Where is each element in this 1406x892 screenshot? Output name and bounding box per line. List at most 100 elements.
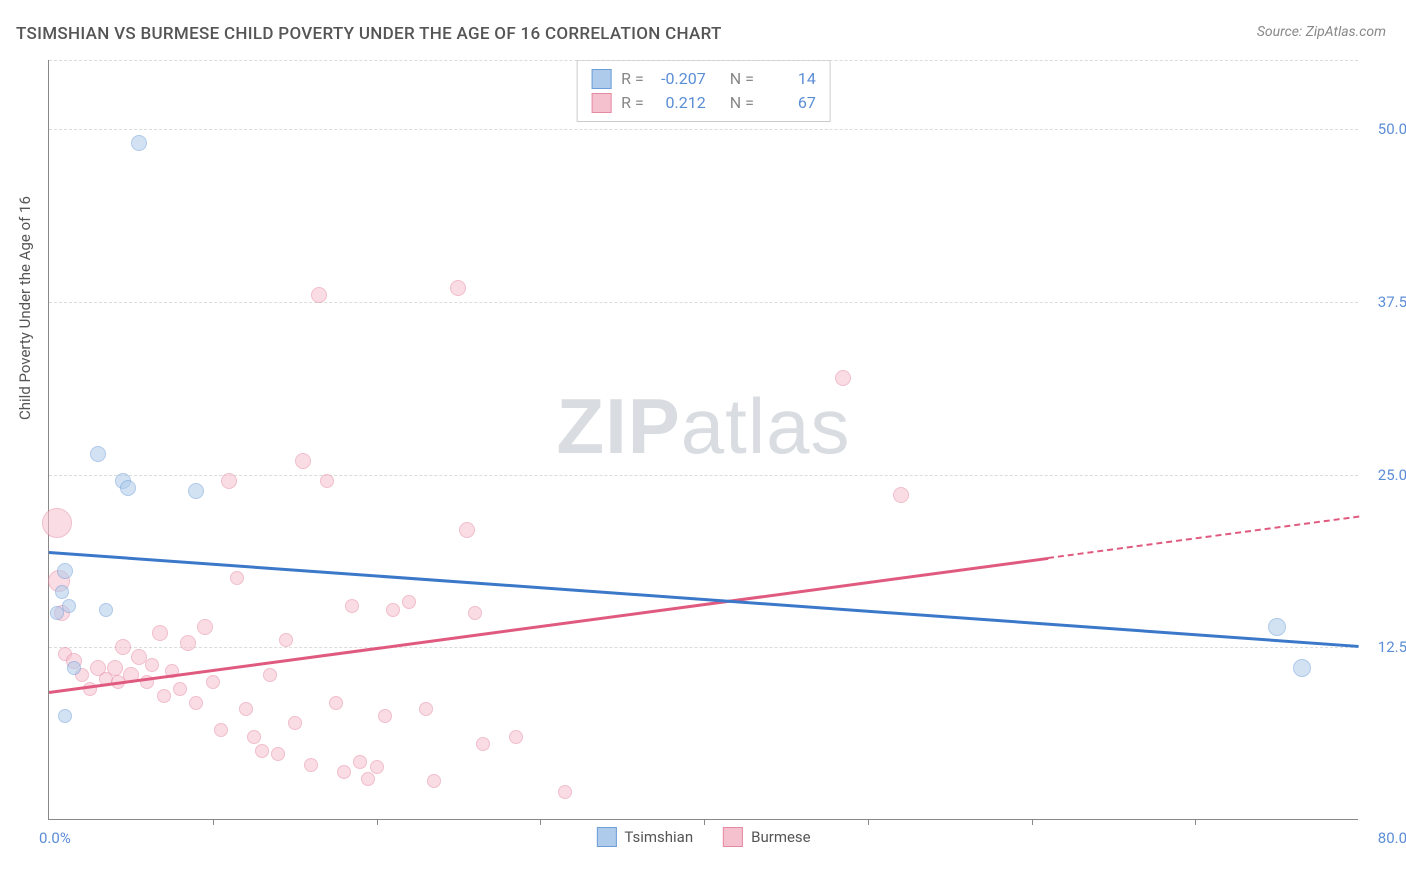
watermark-atlas: atlas: [681, 381, 851, 469]
data-point: [57, 563, 73, 579]
data-point: [230, 571, 244, 585]
data-point: [189, 696, 203, 710]
y-axis-label: Child Poverty Under the Age of 16: [16, 196, 34, 420]
swatch-burmese: [591, 93, 611, 113]
data-point: [67, 661, 81, 675]
data-point: [311, 287, 327, 303]
data-point: [173, 682, 187, 696]
legend-label-burmese: Burmese: [751, 828, 811, 846]
gridline: [49, 302, 1358, 303]
data-point: [337, 765, 351, 779]
gridline: [49, 475, 1358, 476]
data-point: [295, 453, 311, 469]
y-tick-label: 25.0%: [1363, 466, 1406, 484]
data-point: [42, 508, 72, 538]
series-legend: Tsimshian Burmese: [596, 827, 810, 847]
legend-item-tsimshian: Tsimshian: [596, 827, 693, 847]
data-point: [386, 603, 400, 617]
x-tick: [704, 819, 705, 825]
plot-area: ZIPatlas R = -0.207 N = 14 R = 0.212 N =…: [48, 60, 1358, 820]
y-tick-label: 37.5%: [1363, 293, 1406, 311]
legend-row-burmese: R = 0.212 N = 67: [591, 91, 816, 115]
x-tick: [1195, 819, 1196, 825]
gridline: [49, 129, 1358, 130]
x-tick: [540, 819, 541, 825]
data-point: [279, 633, 293, 647]
y-tick-label: 50.0%: [1363, 120, 1406, 138]
watermark-zip: ZIP: [556, 381, 680, 469]
data-point: [378, 709, 392, 723]
data-point: [329, 696, 343, 710]
gridline: [49, 60, 1358, 61]
data-point: [255, 744, 269, 758]
data-point: [353, 755, 367, 769]
data-point: [835, 370, 851, 386]
correlation-legend: R = -0.207 N = 14 R = 0.212 N = 67: [576, 60, 831, 122]
legend-item-burmese: Burmese: [723, 827, 811, 847]
data-point: [263, 668, 277, 682]
data-point: [345, 599, 359, 613]
r-label: R =: [621, 67, 644, 91]
swatch-tsimshian: [591, 69, 611, 89]
data-point: [152, 625, 168, 641]
data-point: [558, 785, 572, 799]
data-point: [304, 758, 318, 772]
data-point: [419, 702, 433, 716]
data-point: [370, 760, 384, 774]
n-value-tsimshian: 14: [764, 67, 816, 91]
data-point: [221, 473, 237, 489]
chart-title: TSIMSHIAN VS BURMESE CHILD POVERTY UNDER…: [16, 24, 722, 44]
data-point: [1293, 659, 1311, 677]
x-tick: [1032, 819, 1033, 825]
data-point: [214, 723, 228, 737]
n-label: N =: [730, 91, 754, 115]
data-point: [62, 599, 76, 613]
y-tick-label: 12.5%: [1363, 638, 1406, 656]
data-point: [893, 487, 909, 503]
r-label: R =: [621, 91, 644, 115]
data-point: [247, 730, 261, 744]
x-max-label: 80.0%: [1378, 829, 1406, 847]
data-point: [157, 689, 171, 703]
r-value-burmese: 0.212: [654, 91, 706, 115]
data-point: [107, 660, 123, 676]
data-point: [271, 747, 285, 761]
data-point: [468, 606, 482, 620]
x-tick: [868, 819, 869, 825]
data-point: [99, 603, 113, 617]
data-point: [427, 774, 441, 788]
data-point: [1268, 618, 1286, 636]
legend-label-tsimshian: Tsimshian: [624, 828, 693, 846]
n-value-burmese: 67: [764, 91, 816, 115]
data-point: [55, 585, 69, 599]
x-tick: [377, 819, 378, 825]
gridline: [49, 647, 1358, 648]
trend-line: [1048, 516, 1359, 559]
data-point: [58, 709, 72, 723]
x-min-label: 0.0%: [39, 829, 71, 847]
swatch-tsimshian-bottom: [596, 827, 616, 847]
data-point: [239, 702, 253, 716]
data-point: [402, 595, 416, 609]
data-point: [206, 675, 220, 689]
data-point: [145, 658, 159, 672]
data-point: [450, 280, 466, 296]
data-point: [459, 522, 475, 538]
n-label: N =: [730, 67, 754, 91]
trend-line: [49, 551, 1359, 647]
data-point: [288, 716, 302, 730]
data-point: [120, 480, 136, 496]
legend-row-tsimshian: R = -0.207 N = 14: [591, 67, 816, 91]
data-point: [197, 619, 213, 635]
data-point: [320, 474, 334, 488]
r-value-tsimshian: -0.207: [654, 67, 706, 91]
watermark: ZIPatlas: [556, 380, 850, 471]
data-point: [115, 639, 131, 655]
data-point: [90, 446, 106, 462]
data-point: [476, 737, 490, 751]
source-attribution: Source: ZipAtlas.com: [1257, 24, 1386, 40]
data-point: [509, 730, 523, 744]
data-point: [131, 135, 147, 151]
x-tick: [213, 819, 214, 825]
swatch-burmese-bottom: [723, 827, 743, 847]
